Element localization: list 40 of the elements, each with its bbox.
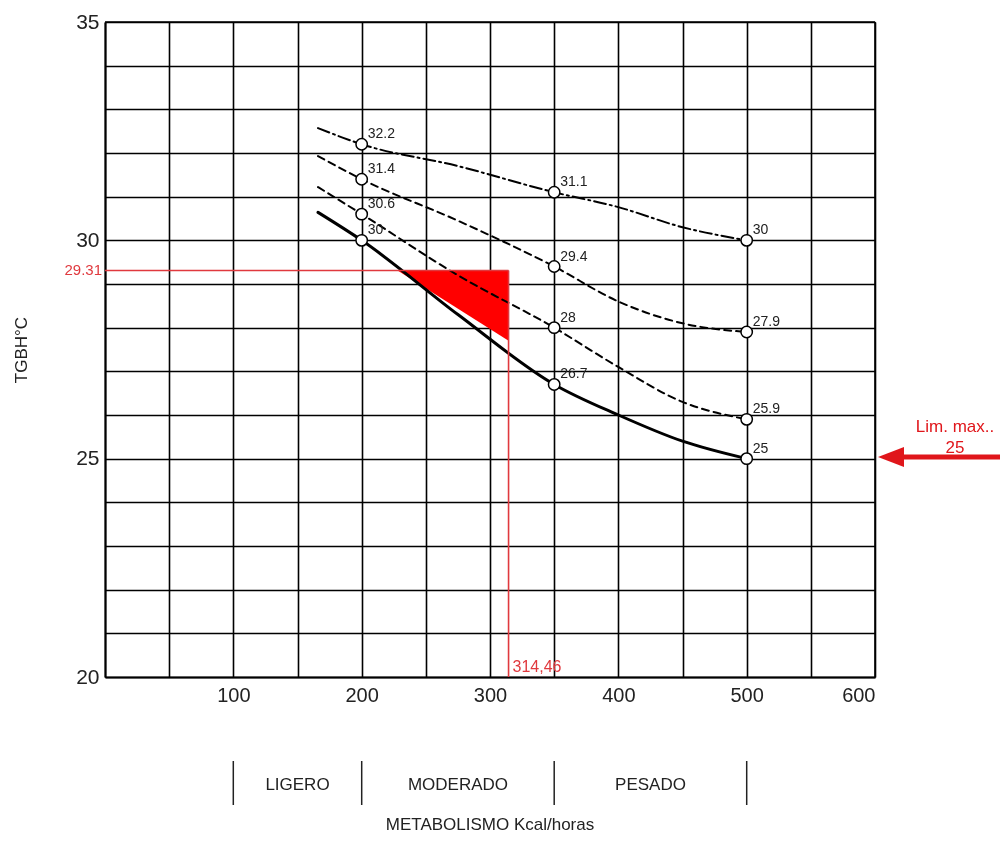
data-label: 31.4 bbox=[367, 160, 396, 177]
ref-line-label: 29.31 bbox=[64, 261, 102, 279]
point bbox=[355, 137, 369, 151]
data-label: 30 bbox=[367, 221, 384, 238]
data-label: 29.4 bbox=[560, 247, 588, 264]
text: MODERADO bbox=[407, 775, 509, 794]
data-label: 31.1 bbox=[560, 173, 588, 190]
x-tick-label: 100 bbox=[217, 683, 251, 706]
point bbox=[547, 377, 561, 391]
y-tick-label: 20 bbox=[76, 664, 100, 688]
data-label: 32.2 bbox=[367, 125, 396, 142]
point bbox=[740, 233, 754, 247]
point bbox=[355, 172, 369, 186]
point bbox=[547, 185, 561, 199]
data-label: 30.6 bbox=[367, 195, 396, 212]
text: PESADO bbox=[615, 775, 686, 794]
point bbox=[740, 412, 754, 426]
text: METABOLISMO Kcal/horas bbox=[385, 815, 595, 834]
x-tick-label: 200 bbox=[345, 683, 379, 706]
point bbox=[355, 233, 369, 247]
x-tick-label: 600 bbox=[842, 683, 876, 706]
y-axis-title: TGBH°C bbox=[12, 316, 32, 384]
point bbox=[547, 321, 561, 335]
y-tick-label: 25 bbox=[76, 446, 100, 470]
point bbox=[740, 325, 754, 339]
y-tick-label: 30 bbox=[76, 227, 100, 251]
data-label: 28 bbox=[560, 308, 576, 325]
data-label: 25.9 bbox=[752, 400, 781, 417]
point bbox=[355, 207, 369, 221]
y-tick-label: 35 bbox=[76, 9, 100, 33]
x-tick-label: 300 bbox=[473, 683, 508, 706]
data-label: 25 bbox=[752, 439, 769, 456]
text: LIGERO bbox=[265, 775, 330, 794]
text: Lim. max.. 25 bbox=[915, 417, 995, 457]
point bbox=[740, 452, 754, 466]
point bbox=[547, 260, 561, 273]
data-label: 30 bbox=[752, 221, 769, 238]
data-label: 27.9 bbox=[752, 313, 781, 330]
x-tick-label: 500 bbox=[730, 683, 764, 706]
x-tick-label: 400 bbox=[602, 683, 636, 706]
